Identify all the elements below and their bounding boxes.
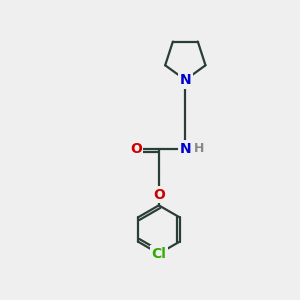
Text: H: H [194,142,204,155]
Text: O: O [153,188,165,202]
Text: N: N [179,142,191,156]
Text: N: N [179,73,191,87]
Text: Cl: Cl [152,247,166,261]
Text: O: O [130,142,142,156]
